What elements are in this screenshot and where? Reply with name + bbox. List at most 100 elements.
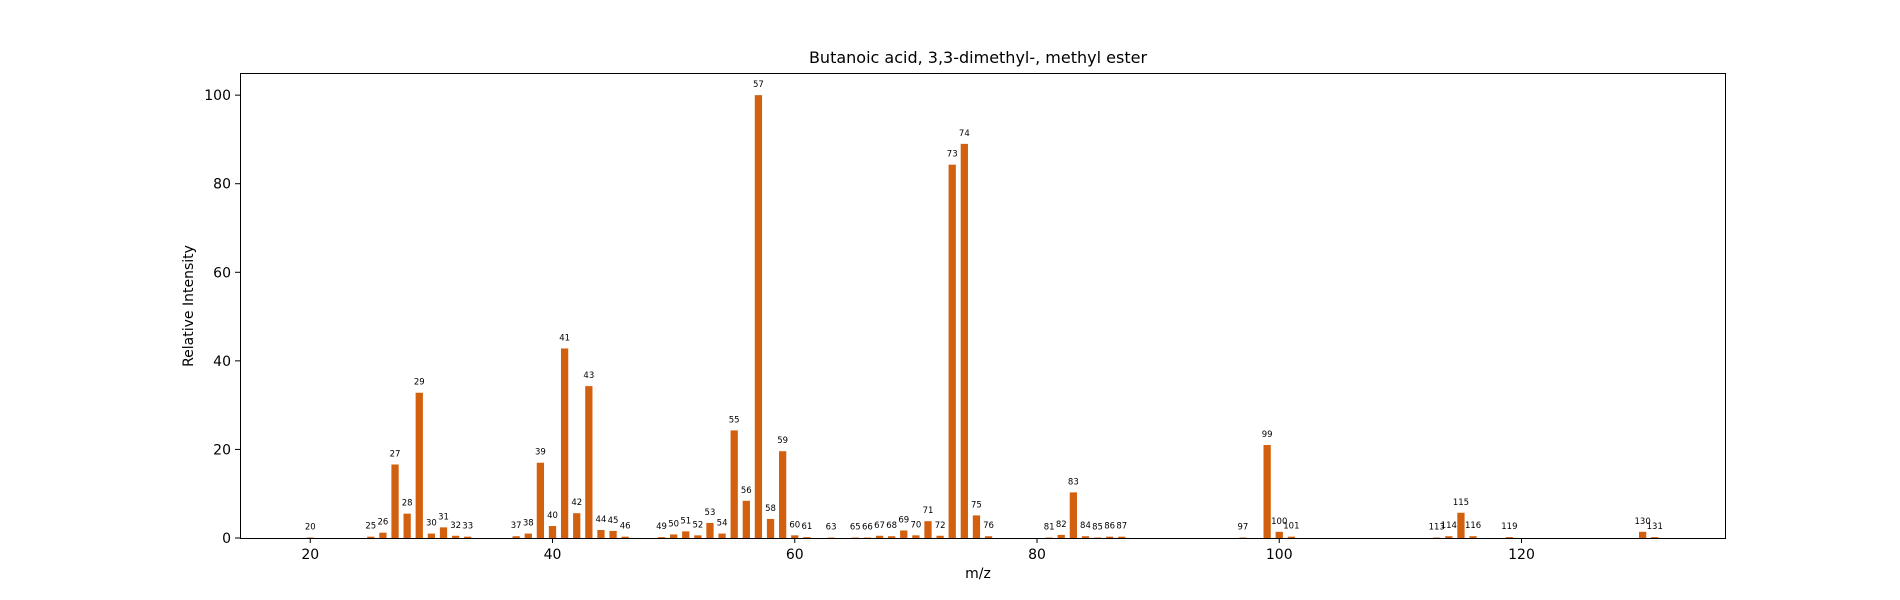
peak-label-45: 45 xyxy=(608,516,619,526)
peak-label-69: 69 xyxy=(898,515,909,525)
peak-label-20: 20 xyxy=(305,523,316,533)
peak-label-130: 130 xyxy=(1635,517,1651,527)
peak-label-55: 55 xyxy=(729,415,740,425)
y-axis: 0 20 40 60 80 100 xyxy=(204,88,240,547)
peak-bar-87 xyxy=(1118,536,1126,538)
peak-label-46: 46 xyxy=(620,522,631,532)
peak-label-32: 32 xyxy=(450,521,461,531)
peak-label-43: 43 xyxy=(583,371,594,381)
peak-bar-82 xyxy=(1057,534,1065,538)
peak-label-84: 84 xyxy=(1080,521,1091,531)
peak-label-87: 87 xyxy=(1116,522,1127,532)
peak-label-33: 33 xyxy=(462,522,473,532)
peak-bar-70 xyxy=(912,535,920,538)
peak-bar-116 xyxy=(1469,536,1477,538)
peak-label-54: 54 xyxy=(717,519,728,529)
peak-label-26: 26 xyxy=(378,518,389,528)
y-tick-label-0: 0 xyxy=(222,531,231,547)
peak-bar-72 xyxy=(936,535,944,538)
peak-bar-29 xyxy=(415,392,423,538)
peak-label-68: 68 xyxy=(886,521,897,531)
peak-label-38: 38 xyxy=(523,519,534,529)
peak-label-114: 114 xyxy=(1441,521,1457,531)
x-tick-label-100: 100 xyxy=(1266,547,1293,563)
peak-bar-115 xyxy=(1457,512,1465,538)
peak-bar-33 xyxy=(464,536,472,538)
peak-label-37: 37 xyxy=(511,521,522,531)
peak-label-40: 40 xyxy=(547,511,558,521)
peak-bar-42 xyxy=(573,513,581,538)
peak-bar-52 xyxy=(694,535,702,538)
peak-label-99: 99 xyxy=(1262,430,1273,440)
peak-label-74: 74 xyxy=(959,129,970,139)
peak-label-53: 53 xyxy=(705,508,716,518)
peak-bar-51 xyxy=(682,531,690,538)
peak-bar-27 xyxy=(391,464,399,538)
peak-bar-58 xyxy=(766,518,775,538)
peak-bar-49 xyxy=(657,537,666,538)
peak-label-51: 51 xyxy=(680,516,691,526)
peak-label-60: 60 xyxy=(789,520,800,530)
peak-label-28: 28 xyxy=(402,499,413,509)
peak-label-83: 83 xyxy=(1068,477,1079,487)
peak-bar-57 xyxy=(754,95,763,539)
peak-label-85: 85 xyxy=(1092,523,1103,533)
peak-bar-55 xyxy=(730,430,738,538)
peak-label-115: 115 xyxy=(1453,498,1469,508)
peak-label-113: 113 xyxy=(1429,523,1445,533)
peak-bar-101 xyxy=(1287,536,1296,538)
peak-label-50: 50 xyxy=(668,519,679,529)
peak-bar-50 xyxy=(669,534,678,538)
peak-label-119: 119 xyxy=(1501,522,1517,532)
peak-bar-44 xyxy=(597,530,605,538)
peak-bar-54 xyxy=(718,533,726,538)
peak-label-52: 52 xyxy=(692,520,703,530)
peak-bar-75 xyxy=(972,515,981,538)
y-axis-label: Relative Intensity xyxy=(181,245,197,367)
peak-bar-56 xyxy=(742,500,750,538)
peak-bar-41 xyxy=(560,348,569,538)
peak-bar-31 xyxy=(439,527,448,538)
peak-label-63: 63 xyxy=(826,523,837,533)
x-tick-label-40: 40 xyxy=(544,547,562,563)
peak-bar-83 xyxy=(1069,492,1077,538)
x-tick-label-20: 20 xyxy=(301,547,319,563)
peak-bar-38 xyxy=(524,533,532,538)
peak-bar-30 xyxy=(427,533,436,538)
peak-label-82: 82 xyxy=(1056,520,1067,530)
peak-label-76: 76 xyxy=(983,521,994,531)
peak-label-30: 30 xyxy=(426,519,437,529)
peak-label-72: 72 xyxy=(935,521,946,531)
peak-label-25: 25 xyxy=(365,522,376,532)
x-tick-label-60: 60 xyxy=(786,547,804,563)
peak-bar-67 xyxy=(875,535,884,538)
x-axis-label: m/z xyxy=(965,566,991,582)
peak-bar-61 xyxy=(803,537,811,538)
peak-bar-37 xyxy=(512,536,520,538)
peak-label-75: 75 xyxy=(971,500,982,510)
x-tick-label-120: 120 xyxy=(1508,547,1535,563)
peak-label-59: 59 xyxy=(777,436,788,446)
peak-bar-130 xyxy=(1639,531,1647,538)
peak-bar-43 xyxy=(585,386,593,538)
peak-bar-39 xyxy=(536,462,545,538)
peak-bar-73 xyxy=(948,164,956,538)
peak-label-65: 65 xyxy=(850,523,861,533)
peak-label-44: 44 xyxy=(596,515,607,525)
peak-label-29: 29 xyxy=(414,378,425,388)
peak-label-101: 101 xyxy=(1283,522,1299,532)
peak-label-57: 57 xyxy=(753,80,764,90)
peak-bar-68 xyxy=(888,536,896,538)
y-tick-label-20: 20 xyxy=(213,442,231,458)
peak-bar-86 xyxy=(1106,536,1114,538)
plot-frame xyxy=(240,73,1726,539)
peak-label-81: 81 xyxy=(1044,523,1055,533)
peak-label-66: 66 xyxy=(862,523,873,533)
peak-bar-53 xyxy=(706,522,714,538)
peak-label-58: 58 xyxy=(765,504,776,514)
chart-title: Butanoic acid, 3,3-dimethyl-, methyl est… xyxy=(809,48,1147,67)
peak-bar-59 xyxy=(779,451,787,538)
peak-bar-99 xyxy=(1263,445,1271,538)
